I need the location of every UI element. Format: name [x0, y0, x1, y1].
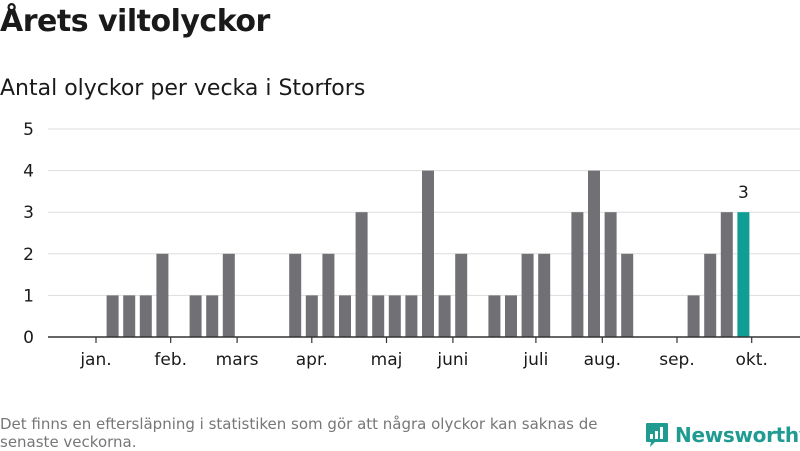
x-tick-label: juni — [436, 350, 468, 370]
x-tick-label: aug. — [584, 350, 621, 370]
bar-latest-week — [737, 212, 750, 337]
bar — [687, 295, 700, 337]
bar — [405, 295, 418, 337]
bar — [372, 295, 385, 337]
y-tick-label: 2 — [23, 245, 34, 265]
x-tick-label: maj — [371, 350, 403, 370]
bar — [621, 253, 634, 337]
bar — [123, 295, 136, 337]
bar — [339, 295, 351, 337]
bar — [571, 212, 584, 337]
bar — [521, 253, 534, 337]
bar — [422, 170, 434, 337]
y-tick-label: 0 — [23, 328, 34, 348]
bar — [505, 295, 517, 337]
annotations: 3 — [738, 183, 749, 203]
bar — [289, 253, 302, 337]
y-axis-ticks: 0 1 2 3 4 5 — [23, 120, 34, 348]
x-axis-month-labels: jan. feb. mars apr. maj juni juli aug. sep. okt. — [79, 337, 768, 370]
x-tick-label: apr. — [296, 350, 328, 370]
bar — [588, 170, 600, 337]
bar — [388, 295, 401, 337]
brand-logo[interactable]: Newsworthy — [645, 420, 800, 450]
bar — [305, 295, 318, 337]
bar — [222, 253, 235, 337]
bar — [704, 253, 717, 337]
newsworthy-logo-icon — [646, 423, 668, 447]
bar — [455, 253, 468, 337]
bar — [206, 295, 219, 337]
y-tick-label: 1 — [23, 286, 34, 306]
footnote: Det finns en eftersläpning i statistiken… — [0, 415, 598, 451]
bar — [139, 295, 152, 337]
chart-subtitle: Antal olyckor per vecka i Storfors — [0, 76, 366, 101]
x-tick-label: juli — [522, 350, 548, 370]
x-tick-label: mars — [216, 350, 259, 370]
bar — [355, 212, 368, 337]
bar — [156, 253, 169, 337]
brand-name: Newsworthy — [675, 423, 800, 447]
latest-value-label: 3 — [738, 183, 749, 203]
x-tick-label: feb. — [154, 350, 187, 370]
bar — [720, 212, 733, 337]
chart-title: Årets viltolyckor — [0, 4, 270, 39]
x-tick-label: sep. — [659, 350, 695, 370]
bar — [538, 253, 551, 337]
bar — [322, 253, 335, 337]
bar — [438, 295, 451, 337]
bar-chart: 0 1 2 3 4 5 jan. feb. mars apr. maj juni juli aug. se… — [23, 120, 800, 370]
bar — [106, 295, 119, 337]
bar — [604, 212, 617, 337]
y-tick-label: 5 — [23, 120, 34, 140]
x-tick-label: jan. — [79, 350, 111, 370]
x-tick-label: okt. — [736, 350, 768, 370]
y-tick-label: 4 — [23, 162, 34, 182]
bar — [488, 295, 501, 337]
bars — [106, 170, 750, 337]
bar — [189, 295, 202, 337]
y-tick-label: 3 — [23, 203, 34, 223]
